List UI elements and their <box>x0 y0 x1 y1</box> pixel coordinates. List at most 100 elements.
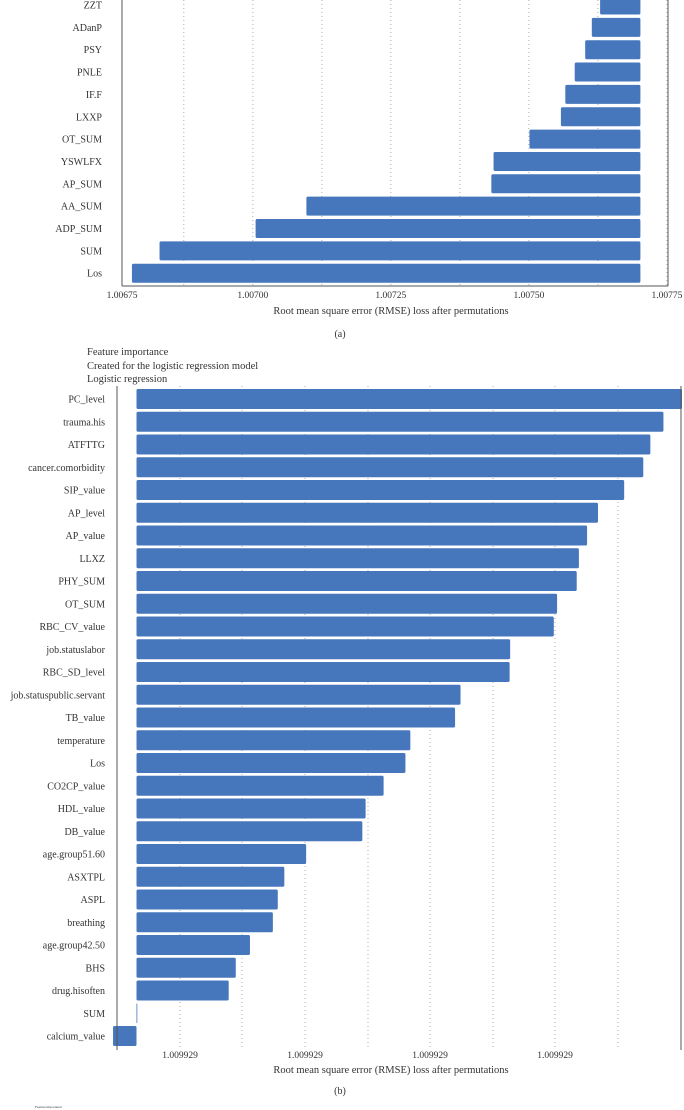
bar-calcium_value <box>113 1026 137 1046</box>
x-tick-label: 1.00775 <box>651 291 682 301</box>
bar-trauma.his <box>136 411 664 432</box>
chart-b: PC_level trauma.his ATFTTG cancer.comorbidi… <box>10 386 682 1061</box>
chart-b-xlabel: Root mean square error (RMSE) loss after… <box>273 1065 508 1076</box>
category-label: YSWLFX <box>61 157 103 168</box>
bar-job.statuspublic.servant <box>136 684 461 705</box>
bar-AP_level <box>136 502 598 523</box>
bar-BHS <box>136 957 236 978</box>
bar-job.statuslabor <box>136 639 511 660</box>
bar-temperature <box>136 730 411 751</box>
bar-RBC_SD_level <box>136 662 510 682</box>
x-tick-label: 1.009929 <box>162 1051 198 1061</box>
bar-ATFTTG <box>136 434 651 455</box>
category-label: RBC_CV_value <box>39 622 105 633</box>
bar-AP_SUM <box>491 174 641 194</box>
bar-drug.hisoften <box>136 980 229 1001</box>
bar-AP_value <box>136 525 588 546</box>
category-label: calcium_value <box>47 1032 106 1043</box>
category-label: PNLE <box>77 68 102 79</box>
category-label: SIP_value <box>64 486 106 497</box>
x-tick-label: 1.009929 <box>287 1051 323 1061</box>
category-label: CO2CP_value <box>47 781 105 792</box>
category-label: AA_SUM <box>61 202 102 213</box>
bar-OT_SUM <box>529 129 641 149</box>
category-label: RBC_SD_level <box>43 668 105 679</box>
footer-fragment: Feature importance <box>35 1105 63 1109</box>
category-label: SUM <box>80 246 102 257</box>
bar-SUM <box>159 241 641 261</box>
category-label: drug.hisoften <box>52 986 105 997</box>
bar-LXXP <box>560 107 641 127</box>
category-label: ADP_SUM <box>55 224 102 235</box>
chart-a-panel-label: (a) <box>334 329 345 340</box>
bar-Los <box>136 753 406 773</box>
bar-PSY <box>585 40 641 60</box>
bar-ASXTPL <box>136 866 285 887</box>
category-label: IF.F <box>86 90 103 101</box>
category-label: PSY <box>84 45 102 56</box>
bar-breathing <box>136 912 273 933</box>
bar-TB_value <box>136 707 456 728</box>
category-label: OT_SUM <box>62 135 102 146</box>
chart-b-panel-label: (b) <box>334 1086 346 1097</box>
chart-b-title: Feature importance <box>87 347 169 358</box>
chart-a-xlabel: Root mean square error (RMSE) loss after… <box>273 306 508 317</box>
category-label: HDL_value <box>58 804 106 815</box>
category-label: cancer.comorbidity <box>28 463 105 474</box>
category-label: ASPL <box>81 895 105 906</box>
category-label: SUM <box>83 1009 105 1020</box>
bar-ADP_SUM <box>255 219 641 238</box>
x-tick-label: 1.00675 <box>107 291 138 301</box>
bar-ADanP <box>591 17 641 37</box>
bar-RBC_CV_value <box>136 616 554 637</box>
bar-PC_level <box>136 389 682 409</box>
chart-b-model-label: Logistic regression <box>87 374 168 385</box>
category-label: age.group42.50 <box>43 941 105 952</box>
bar-IF.F <box>565 84 641 104</box>
x-tick-label: 1.00725 <box>375 291 406 301</box>
x-tick-label: 1.009929 <box>412 1051 448 1061</box>
bar-age.group42.50 <box>136 935 250 955</box>
bar-Los <box>131 263 641 283</box>
category-label: TB_value <box>66 713 106 724</box>
category-label: AP_level <box>68 508 105 519</box>
bar-OT_SUM <box>136 593 558 614</box>
x-tick-label: 1.009929 <box>537 1051 573 1061</box>
category-label: PHY_SUM <box>58 577 105 588</box>
category-label: BHS <box>86 963 105 974</box>
x-tick-label: 1.00750 <box>513 291 544 301</box>
category-label: age.group51.60 <box>43 850 105 861</box>
category-label: ASXTPL <box>67 872 105 883</box>
category-label: ATFTTG <box>68 440 105 451</box>
category-label: LXXP <box>76 112 103 123</box>
category-label: job.statuslabor <box>45 645 105 656</box>
chart-a: ZZT ADanP PSY PNLE IF.F LXXP OT_SUM YSWLFX AP_SU… <box>55 0 683 301</box>
category-label: breathing <box>67 918 105 929</box>
category-label: AP_value <box>66 531 106 542</box>
category-label: job.statuspublic.servant <box>10 690 106 701</box>
bar-SIP_value <box>136 480 625 500</box>
category-label: Los <box>90 759 105 770</box>
bar-ZZT <box>600 0 641 15</box>
category-label: ADanP <box>73 23 103 34</box>
category-label: AP_SUM <box>63 179 103 190</box>
bar-SUM <box>136 1003 138 1024</box>
bar-age.group51.60 <box>136 844 307 864</box>
bar-cancer.comorbidity <box>136 457 644 478</box>
x-tick-label: 1.00700 <box>237 291 268 301</box>
category-label: ZZT <box>84 1 102 12</box>
bar-LLXZ <box>136 548 579 569</box>
bar-YSWLFX <box>493 151 641 171</box>
category-label: trauma.his <box>63 417 105 428</box>
bar-AA_SUM <box>306 196 641 216</box>
category-label: temperature <box>57 736 105 747</box>
bar-HDL_value <box>136 798 366 819</box>
bar-CO2CP_value <box>136 775 384 796</box>
category-label: OT_SUM <box>65 599 105 610</box>
chart-b-subtitle: Created for the logistic regression mode… <box>87 361 258 372</box>
category-label: LLXZ <box>79 554 105 565</box>
category-label: PC_level <box>68 395 105 406</box>
bar-PNLE <box>574 62 641 82</box>
bar-PHY_SUM <box>136 571 577 591</box>
